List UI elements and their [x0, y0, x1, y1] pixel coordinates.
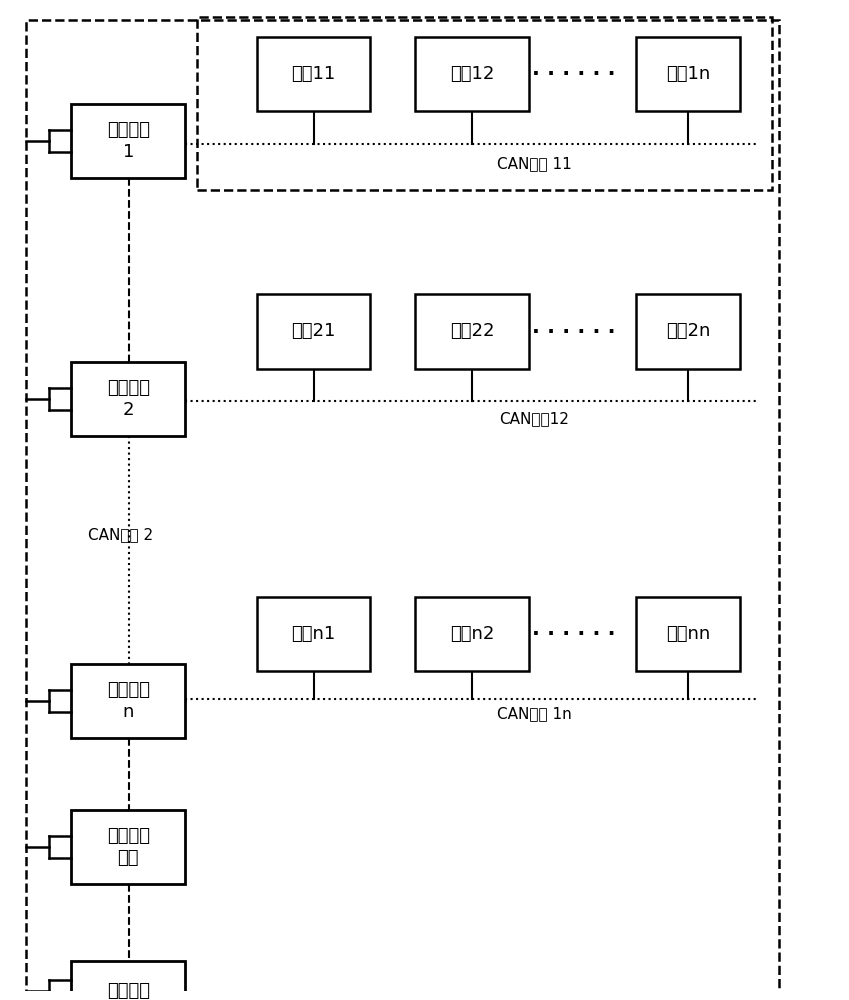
- Bar: [256, 597, 370, 671]
- Bar: [636, 597, 740, 671]
- Text: 控制设备
n: 控制设备 n: [107, 681, 149, 721]
- Text: 设备n2: 设备n2: [450, 625, 494, 643]
- Text: 设备12: 设备12: [450, 65, 494, 83]
- Text: 控制设备
2: 控制设备 2: [107, 379, 149, 419]
- Text: 设备11: 设备11: [291, 65, 335, 83]
- Text: CAN网络12: CAN网络12: [499, 411, 569, 426]
- Text: 设备2n: 设备2n: [666, 322, 711, 340]
- Text: 网关设备: 网关设备: [107, 982, 149, 1000]
- Bar: [415, 37, 529, 111]
- Bar: [71, 664, 185, 738]
- Text: 集中控制
设备: 集中控制 设备: [107, 827, 149, 867]
- Bar: [71, 961, 185, 1000]
- Text: CAN网络 2: CAN网络 2: [88, 528, 153, 543]
- Text: 控制设备
1: 控制设备 1: [107, 121, 149, 161]
- Bar: [71, 362, 185, 436]
- Bar: [636, 294, 740, 369]
- Bar: [256, 37, 370, 111]
- Bar: [415, 294, 529, 369]
- Text: CAN网络 11: CAN网络 11: [497, 156, 571, 171]
- Bar: [71, 810, 185, 884]
- Text: 设备n1: 设备n1: [291, 625, 335, 643]
- Bar: [71, 104, 185, 178]
- Text: 设备nn: 设备nn: [666, 625, 711, 643]
- Text: · · · · · ·: · · · · · ·: [531, 624, 616, 644]
- Text: 设备22: 设备22: [450, 322, 494, 340]
- Text: 设备21: 设备21: [291, 322, 335, 340]
- Text: · · · · · ·: · · · · · ·: [531, 322, 616, 342]
- Bar: [25, 20, 779, 1000]
- Text: · · · · · ·: · · · · · ·: [531, 64, 616, 84]
- Bar: [415, 597, 529, 671]
- Text: 设备1n: 设备1n: [666, 65, 711, 83]
- Bar: [636, 37, 740, 111]
- Bar: [197, 17, 772, 190]
- Text: CAN网络 1n: CAN网络 1n: [497, 706, 571, 721]
- Bar: [256, 294, 370, 369]
